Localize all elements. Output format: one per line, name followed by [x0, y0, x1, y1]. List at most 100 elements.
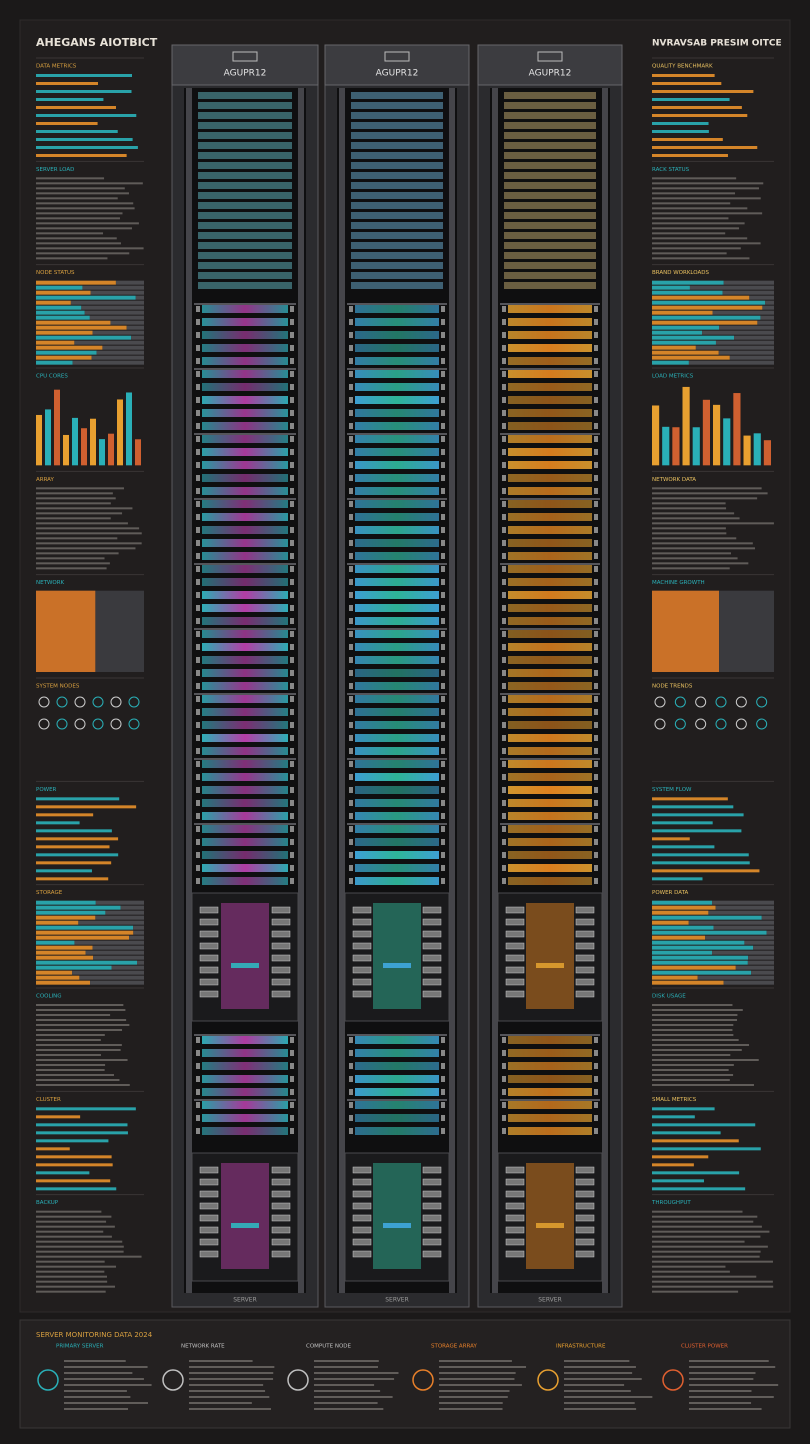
server-port	[502, 722, 506, 728]
server-port	[196, 514, 200, 520]
rack-slat-tint	[351, 212, 443, 219]
rack-slat	[198, 222, 292, 229]
server-port	[594, 410, 598, 416]
rack-slat	[198, 272, 292, 279]
server-port	[441, 644, 445, 650]
sidebar-text-line	[652, 197, 761, 200]
sidebar-bar	[652, 821, 713, 825]
sidebar-bar	[652, 980, 724, 985]
server-port	[196, 553, 200, 559]
server-port	[349, 475, 353, 481]
server-bar	[355, 461, 439, 469]
server-port	[441, 826, 445, 832]
sidebar-icon	[38, 696, 50, 708]
server-port	[594, 657, 598, 663]
server-bar	[508, 461, 592, 469]
server-port	[196, 592, 200, 598]
compute-chip	[373, 1163, 421, 1269]
server-bar	[355, 487, 439, 495]
sidebar-icon	[56, 696, 68, 708]
heatsink-fin	[352, 1214, 372, 1222]
rack-divider	[347, 823, 447, 825]
sidebar-bar	[652, 290, 723, 295]
sidebar-column	[45, 409, 51, 466]
server-port	[502, 1050, 506, 1056]
sidebar-bar	[36, 930, 134, 935]
heatsink-fin	[352, 1202, 372, 1210]
sidebar-bar	[36, 138, 133, 141]
sidebar-icon	[715, 696, 727, 708]
rack-slat-tint	[504, 192, 596, 199]
server-port	[594, 592, 598, 598]
section-heading: RACK STATUS	[652, 167, 690, 173]
section-heading: POWER	[36, 787, 57, 793]
rack-slat-tint	[198, 122, 292, 129]
rack-slat-tint	[351, 112, 443, 119]
bottom-icon	[412, 1369, 434, 1391]
server-bar	[202, 422, 288, 430]
heatsink-fin	[422, 906, 442, 914]
sidebar-text-line	[652, 552, 732, 555]
sidebar-bar	[652, 1115, 695, 1119]
sidebar-bar	[36, 315, 90, 320]
sidebar-text-line	[36, 1079, 120, 1081]
heatsink-fin	[271, 954, 291, 962]
sidebar-text-line	[36, 567, 107, 570]
sidebar-block-rest	[95, 590, 144, 672]
sidebar-bar-rest	[105, 910, 144, 915]
sidebar-bar	[652, 295, 750, 300]
server-port	[441, 1076, 445, 1082]
sidebar-text-line	[36, 487, 124, 490]
sidebar-bar-rest	[93, 955, 144, 960]
server-port	[349, 423, 353, 429]
sidebar-bar-rest	[765, 300, 774, 305]
sidebar-bar	[36, 320, 111, 325]
server-port	[196, 1128, 200, 1134]
heatsink-fin	[422, 1238, 442, 1246]
sidebar-text-line	[36, 1039, 101, 1041]
bottom-text-line	[64, 1378, 144, 1380]
sidebar-text-line	[36, 517, 111, 520]
sidebar-bar	[36, 330, 93, 335]
server-bar	[355, 734, 439, 742]
server-bar	[202, 1088, 288, 1096]
server-bar	[508, 617, 592, 625]
sidebar-bar	[36, 900, 96, 905]
sidebar-text-line	[36, 1225, 115, 1228]
sidebar-icon	[56, 718, 68, 730]
server-port	[349, 345, 353, 351]
server-bar	[508, 1049, 592, 1057]
rack-slat-tint	[198, 112, 292, 119]
sidebar-bar	[652, 285, 690, 290]
sidebar-bar	[36, 360, 73, 365]
sidebar-text-line	[36, 1220, 107, 1223]
sidebar-icon	[110, 696, 122, 708]
sidebar-bar-rest	[95, 915, 144, 920]
rack-slat	[504, 192, 596, 199]
server-bar	[355, 786, 439, 794]
sidebar-bar	[36, 975, 80, 980]
bottom-text-line	[64, 1372, 133, 1374]
sidebar-bar-rest	[766, 930, 774, 935]
sidebar-text-line	[36, 1290, 106, 1293]
sidebar-text-line	[36, 1270, 105, 1273]
server-port	[441, 683, 445, 689]
heatsink-fin	[352, 1250, 372, 1258]
server-bar	[355, 513, 439, 521]
server-port	[441, 579, 445, 585]
sidebar-text-line	[36, 1215, 112, 1218]
sidebar-bar	[652, 900, 713, 905]
server-bar	[355, 1075, 439, 1083]
server-bar	[355, 1062, 439, 1070]
rack-slat	[504, 212, 596, 219]
sidebar-text-line	[652, 1255, 760, 1258]
server-port	[349, 332, 353, 338]
server-port	[441, 813, 445, 819]
bottom-text-line	[64, 1396, 131, 1398]
sidebar-text-line	[36, 1074, 114, 1076]
server-port	[196, 774, 200, 780]
bottom-column-heading: STORAGE ARRAY	[431, 1344, 477, 1350]
bottom-text-line	[689, 1408, 762, 1410]
server-port	[594, 306, 598, 312]
server-port	[502, 826, 506, 832]
